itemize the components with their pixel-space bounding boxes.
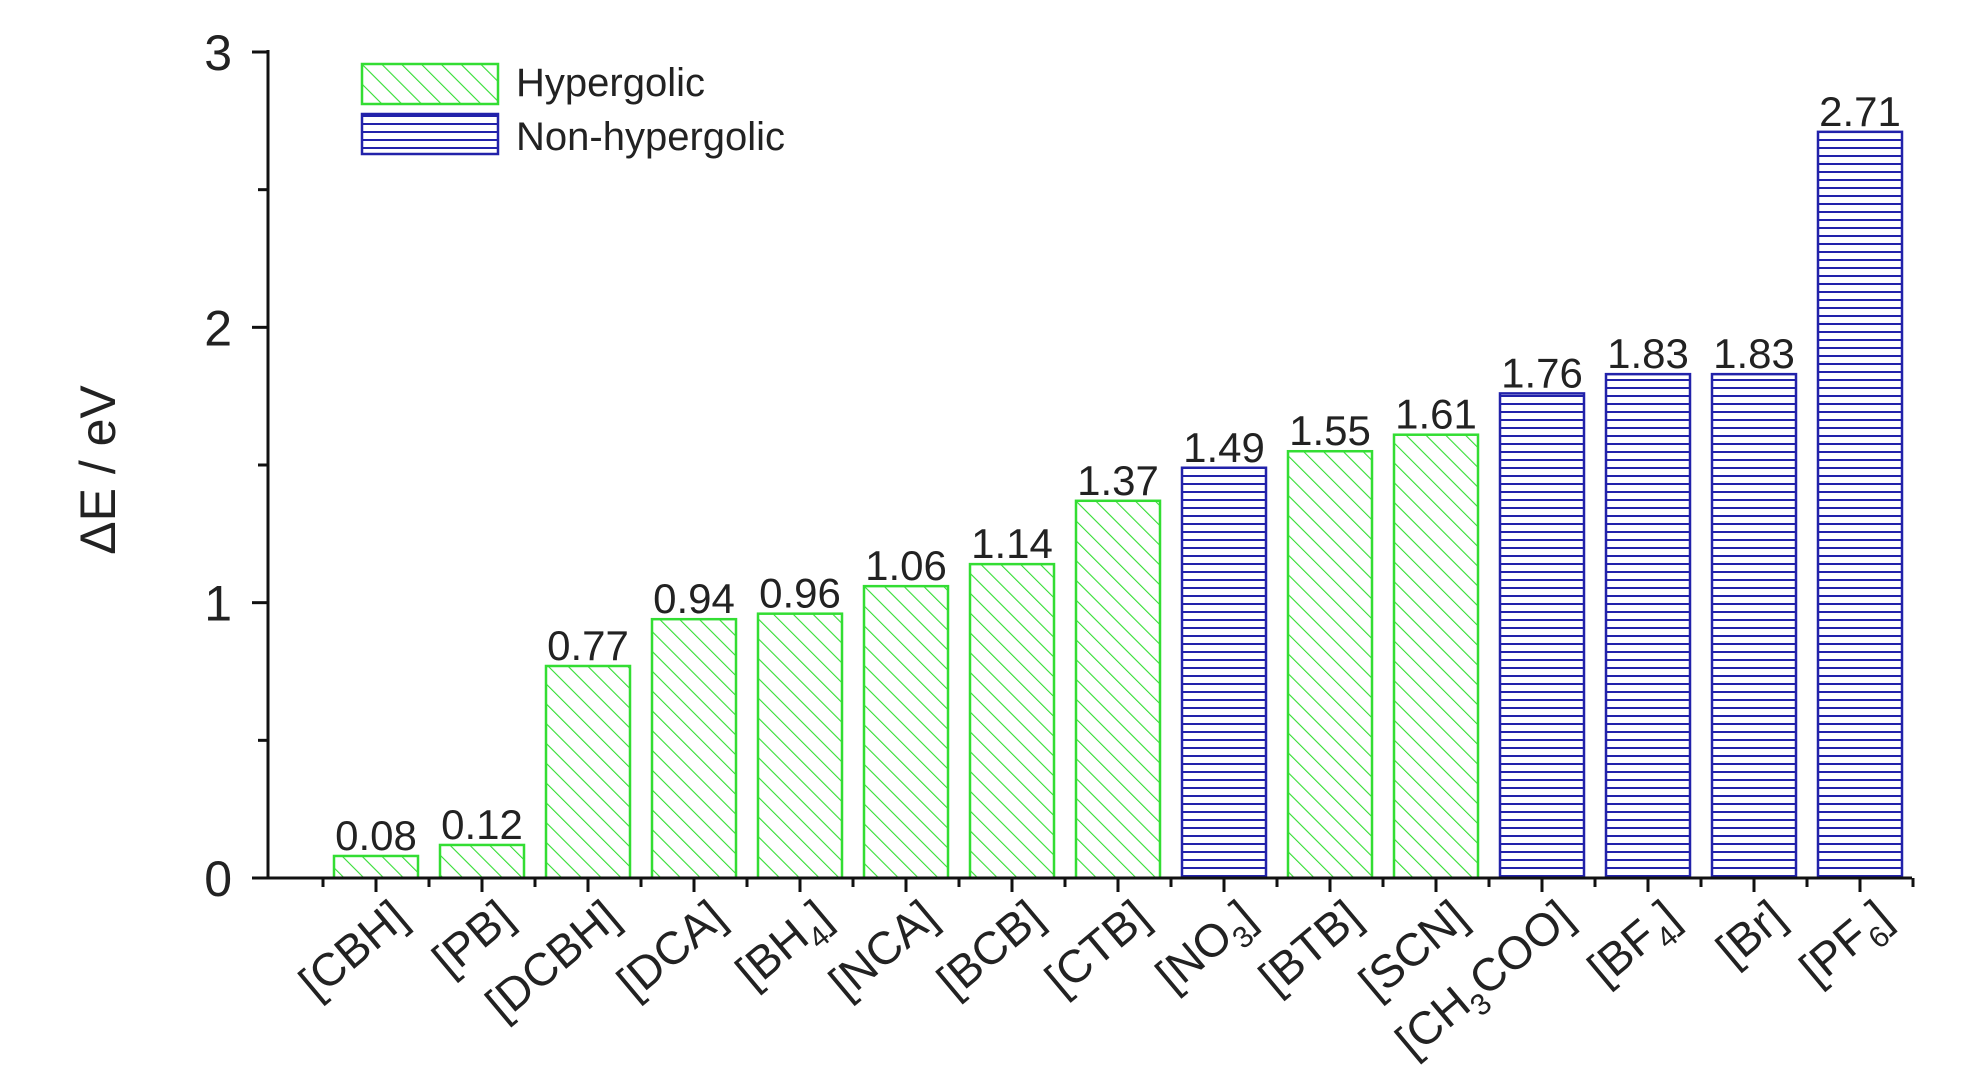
category-label-pf6: [PF6]	[1790, 890, 1907, 1002]
bars-group	[332, 130, 1904, 880]
value-label-no3: 1.49	[1183, 424, 1265, 471]
value-label-bcb: 1.14	[971, 520, 1053, 567]
y-tick-label-2: 2	[204, 300, 232, 356]
bar-bf4	[1604, 372, 1692, 880]
value-label-btb: 1.55	[1289, 407, 1371, 454]
value-labels-group: 0.08 0.12 0.77 0.94 0.96 1.06 1.14 1.37 1.49 1.55…	[335, 88, 1901, 859]
value-label-ch3coo: 1.76	[1501, 349, 1583, 396]
category-labels-group: [CBH] [PB][DCBH][DCA][BH4][NCA][BCB][CTB]…	[289, 890, 1907, 1067]
bar-ch3coo	[1498, 392, 1586, 880]
value-label-bh4: 0.96	[759, 570, 841, 617]
category-label-no3: [NO3]	[1146, 890, 1270, 1008]
value-label-scn: 1.61	[1395, 391, 1477, 438]
value-label-dcbh: 0.77	[547, 622, 629, 669]
bar-pf6	[1816, 130, 1904, 880]
category-label-nca: [NCA]	[819, 890, 946, 1009]
legend-swatch-hypergolic	[360, 62, 500, 106]
y-axis-label: ΔE / eV	[70, 385, 126, 555]
value-label-ctb: 1.37	[1077, 457, 1159, 504]
category-label-cbh: [CBH]	[289, 890, 416, 1009]
legend: Hypergolic Non-hypergolic	[360, 61, 785, 159]
bar-br	[1710, 372, 1798, 880]
bar-bcb	[968, 562, 1056, 880]
category-label-ctb: [CTB]	[1035, 890, 1158, 1005]
legend-label-nonhypergolic: Non-hypergolic	[516, 115, 785, 159]
value-label-pb: 0.12	[441, 801, 523, 848]
legend-swatch-nonhypergolic	[360, 112, 500, 156]
category-label-dca: [DCA]	[607, 890, 734, 1009]
value-label-br: 1.83	[1713, 330, 1795, 377]
bar-cbh	[332, 854, 420, 880]
bar-no3	[1180, 466, 1268, 880]
category-label-br: [Br]	[1706, 890, 1794, 976]
y-tick-label-3: 3	[204, 25, 232, 81]
value-label-nca: 1.06	[865, 542, 947, 589]
value-label-bf4: 1.83	[1607, 330, 1689, 377]
y-tick-label-0: 0	[204, 851, 232, 907]
bar-dca	[650, 617, 738, 880]
category-label-bf4: [BF4]	[1578, 890, 1695, 1002]
legend-label-hypergolic: Hypergolic	[516, 61, 705, 105]
value-label-cbh: 0.08	[335, 812, 417, 859]
bar-bh4	[756, 612, 844, 880]
bar-dcbh	[544, 664, 632, 880]
value-label-dca: 0.94	[653, 575, 735, 622]
bar-pb	[438, 843, 526, 880]
y-tick-label-1: 1	[204, 576, 232, 632]
category-label-bcb: [BCB]	[927, 890, 1052, 1007]
bar-nca	[862, 584, 950, 880]
category-label-bh4: [BH4]	[726, 890, 847, 1005]
bar-btb	[1286, 449, 1374, 880]
axes-group: 0 1 2 3	[204, 25, 1915, 907]
value-label-pf6: 2.71	[1819, 88, 1901, 135]
bar-ctb	[1074, 499, 1162, 880]
bar-scn	[1392, 433, 1480, 880]
category-label-btb: [BTB]	[1249, 890, 1371, 1004]
